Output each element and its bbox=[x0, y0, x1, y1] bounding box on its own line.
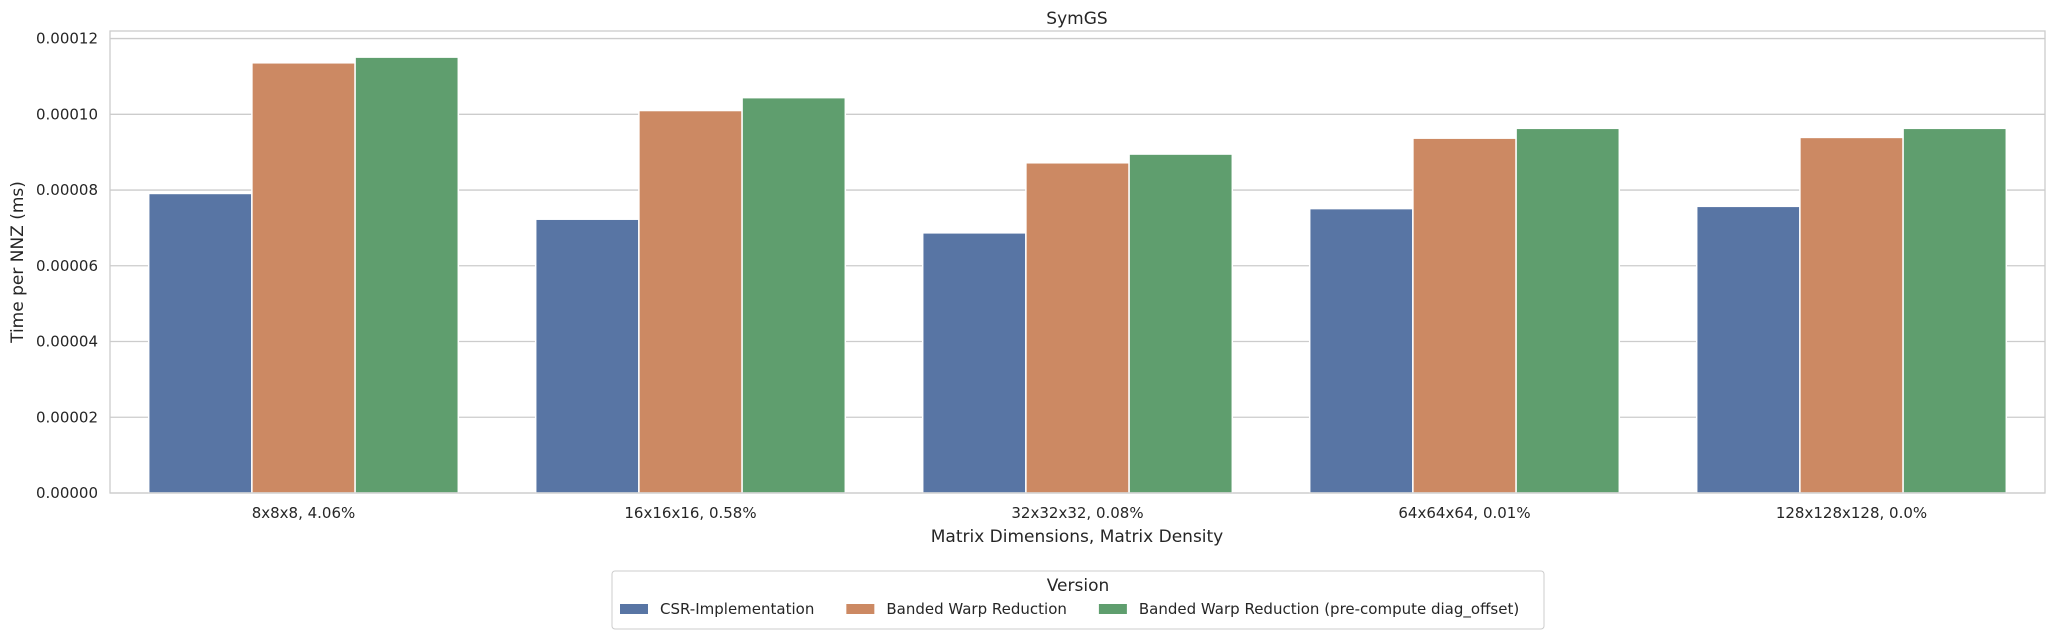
bar bbox=[251, 62, 356, 494]
y-tick-label: 0.00002 bbox=[36, 408, 98, 426]
x-axis-label: Matrix Dimensions, Matrix Density bbox=[931, 527, 1224, 547]
bar bbox=[1412, 137, 1517, 494]
x-tick-label: 8x8x8, 4.06% bbox=[252, 504, 356, 522]
y-tick-label: 0.00004 bbox=[36, 333, 98, 351]
legend-items: CSR-Implementation Banded Warp Reduction B… bbox=[620, 600, 1519, 619]
legend-title: Version bbox=[1047, 576, 1110, 596]
y-axis-label: Time per NNZ (ms) bbox=[8, 181, 28, 344]
x-tick-label: 32x32x32, 0.08% bbox=[1011, 504, 1143, 522]
legend-swatch bbox=[1098, 604, 1127, 614]
x-tick-label: 64x64x64, 0.01% bbox=[1398, 504, 1530, 522]
y-tick-label: 0.00008 bbox=[36, 181, 98, 199]
bar bbox=[1799, 136, 1904, 494]
bar bbox=[534, 218, 640, 494]
plot-frame bbox=[109, 30, 2046, 494]
legend-box bbox=[611, 570, 1545, 630]
chart-title: SymGS bbox=[1046, 9, 1107, 29]
legend-label: Banded Warp Reduction (pre-compute diag_… bbox=[1139, 600, 1519, 619]
bar bbox=[147, 192, 253, 494]
bar bbox=[354, 56, 460, 494]
bar bbox=[1515, 127, 1621, 494]
bar bbox=[921, 232, 1027, 494]
legend-label: CSR-Implementation bbox=[660, 600, 814, 618]
bar bbox=[1025, 162, 1130, 494]
y-tick-label: 0.00000 bbox=[36, 484, 98, 502]
bar bbox=[1128, 153, 1234, 494]
x-ticks: 8x8x8, 4.06% 16x16x16, 0.58% 32x32x32, 0.0… bbox=[252, 504, 1927, 522]
x-tick-label: 16x16x16, 0.58% bbox=[624, 504, 756, 522]
legend-label: Banded Warp Reduction bbox=[886, 600, 1067, 618]
legend: Version CSR-Implementation Banded Warp Re… bbox=[611, 570, 1545, 630]
bar bbox=[1695, 205, 1801, 494]
bar bbox=[1902, 127, 2008, 494]
bar bbox=[741, 96, 847, 494]
bars bbox=[147, 56, 2008, 494]
y-tick-label: 0.00006 bbox=[36, 257, 98, 275]
bar bbox=[638, 109, 743, 494]
legend-swatch bbox=[846, 604, 875, 614]
y-ticks: 0.00000 0.00002 0.00004 0.00006 0.00008 0.000… bbox=[36, 30, 98, 502]
x-tick-label: 128x128x128, 0.0% bbox=[1776, 504, 1927, 522]
y-tick-label: 0.00012 bbox=[36, 30, 98, 48]
legend-swatch bbox=[620, 604, 648, 614]
y-tick-label: 0.00010 bbox=[36, 105, 98, 123]
bar bbox=[1308, 207, 1414, 494]
